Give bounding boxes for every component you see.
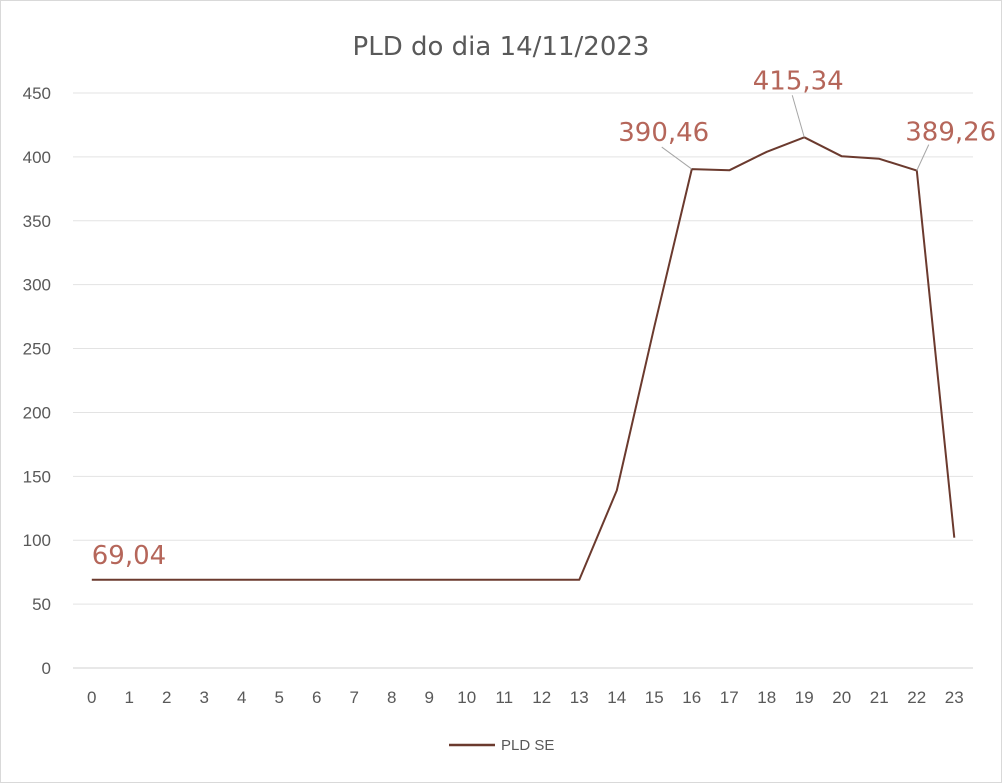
- x-tick-label: 0: [87, 688, 96, 707]
- legend: PLD SE: [449, 737, 554, 754]
- x-tick-label: 12: [532, 688, 551, 707]
- x-tick-label: 8: [387, 688, 396, 707]
- series-line: [91, 136, 956, 581]
- y-axis-ticks: 0 50 100 150 200 250 300 350 400 450: [23, 84, 51, 678]
- y-tick-label: 50: [32, 595, 51, 614]
- x-tick-label: 11: [495, 688, 513, 707]
- y-tick-label: 250: [23, 340, 51, 359]
- y-tick-label: 0: [42, 659, 51, 678]
- x-tick-label: 19: [795, 688, 814, 707]
- leader-line: [916, 144, 930, 171]
- x-tick-label: 22: [907, 688, 926, 707]
- data-label: 69,04: [92, 541, 166, 571]
- leader-line: [661, 146, 693, 170]
- y-tick-label: 200: [23, 403, 51, 422]
- x-tick-label: 10: [457, 688, 476, 707]
- x-tick-label: 20: [832, 688, 851, 707]
- x-tick-label: 17: [720, 688, 739, 707]
- y-tick-label: 450: [23, 84, 51, 103]
- data-labels: 69,04 390,46 415,34 389,26: [92, 66, 996, 570]
- y-tick-label: 100: [23, 531, 51, 550]
- y-tick-label: 300: [23, 276, 51, 295]
- chart-title: PLD do dia 14/11/2023: [353, 32, 650, 62]
- x-tick-label: 15: [645, 688, 664, 707]
- x-axis-ticks: 0 1 2 3 4 5 6 7 8 9 10 11 12 13 14 15 16 17 18 19 20 21 22 23: [87, 688, 964, 707]
- data-label: 389,26: [905, 118, 996, 148]
- x-tick-label: 2: [162, 688, 171, 707]
- x-tick-label: 16: [682, 688, 701, 707]
- x-tick-label: 9: [425, 688, 434, 707]
- x-tick-label: 14: [607, 688, 626, 707]
- x-tick-label: 5: [275, 688, 284, 707]
- leader-line: [791, 95, 805, 138]
- data-label: 390,46: [618, 118, 709, 148]
- gridlines: [73, 92, 973, 669]
- x-tick-label: 18: [757, 688, 776, 707]
- x-tick-label: 7: [350, 688, 359, 707]
- data-label: 415,34: [753, 66, 844, 96]
- x-tick-label: 4: [237, 688, 246, 707]
- series-layer: [91, 136, 956, 581]
- y-tick-label: 400: [23, 148, 51, 167]
- y-tick-label: 150: [23, 467, 51, 486]
- y-tick-label: 350: [23, 212, 51, 231]
- x-tick-label: 3: [200, 688, 209, 707]
- x-tick-label: 1: [125, 688, 134, 707]
- x-tick-label: 21: [870, 688, 889, 707]
- x-tick-label: 6: [312, 688, 321, 707]
- x-tick-label: 13: [570, 688, 589, 707]
- x-tick-label: 23: [945, 688, 964, 707]
- legend-label: PLD SE: [501, 737, 554, 754]
